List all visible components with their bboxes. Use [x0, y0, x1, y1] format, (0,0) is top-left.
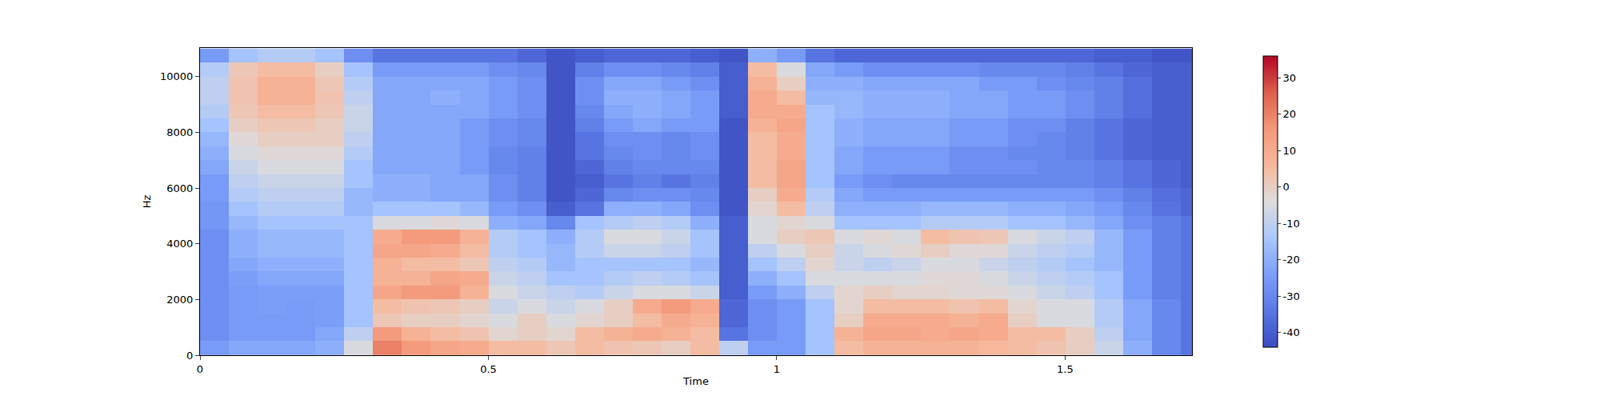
svg-text:-30: -30: [1283, 290, 1300, 303]
svg-text:0: 0: [1283, 180, 1290, 193]
svg-text:1: 1: [773, 363, 780, 376]
svg-text:20: 20: [1283, 108, 1297, 120]
svg-text:2000: 2000: [166, 293, 193, 306]
svg-text:-40: -40: [1283, 326, 1300, 339]
svg-text:30: 30: [1283, 72, 1297, 84]
svg-text:-10: -10: [1283, 217, 1300, 230]
svg-text:0.5: 0.5: [480, 363, 497, 376]
svg-text:6000: 6000: [166, 182, 193, 195]
svg-text:1.5: 1.5: [1056, 363, 1074, 376]
svg-text:-20: -20: [1283, 253, 1300, 266]
svg-text:0: 0: [186, 349, 193, 362]
svg-text:10: 10: [1283, 144, 1297, 157]
svg-text:8000: 8000: [166, 126, 193, 139]
svg-text:Time: Time: [682, 375, 709, 388]
svg-text:Hz: Hz: [140, 195, 153, 209]
svg-text:4000: 4000: [166, 237, 193, 250]
svg-text:0: 0: [196, 363, 204, 376]
svg-text:10000: 10000: [160, 70, 193, 83]
